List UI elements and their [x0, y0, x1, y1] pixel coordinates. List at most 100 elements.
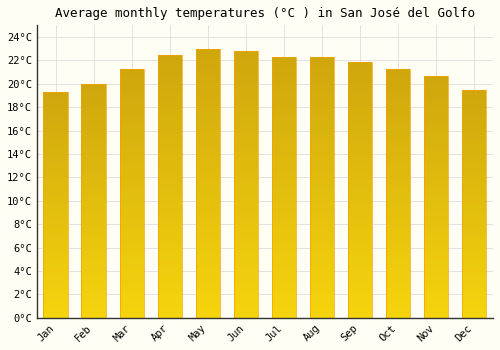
Bar [120, 228, 144, 233]
Bar [44, 246, 68, 250]
Bar [272, 99, 296, 104]
Bar [310, 83, 334, 88]
Bar [272, 219, 296, 224]
Bar [120, 178, 144, 183]
Bar [348, 123, 372, 128]
Bar [310, 297, 334, 302]
Bar [120, 158, 144, 163]
Bar [158, 186, 182, 191]
Bar [44, 223, 68, 228]
Bar [44, 164, 68, 169]
Bar [234, 83, 258, 89]
Bar [44, 187, 68, 191]
Bar [196, 178, 220, 183]
Bar [44, 92, 68, 318]
Bar [424, 124, 448, 129]
Bar [196, 119, 220, 124]
Bar [272, 250, 296, 255]
Bar [310, 229, 334, 234]
Bar [120, 243, 144, 248]
Bar [234, 51, 258, 56]
Bar [462, 195, 486, 199]
Bar [120, 173, 144, 178]
Bar [234, 67, 258, 72]
Bar [82, 112, 106, 117]
Bar [424, 119, 448, 124]
Bar [424, 110, 448, 114]
Bar [234, 238, 258, 243]
Bar [386, 218, 410, 223]
Bar [44, 191, 68, 196]
Bar [462, 99, 486, 103]
Bar [272, 193, 296, 198]
Bar [196, 70, 220, 76]
Bar [196, 65, 220, 70]
Bar [196, 146, 220, 151]
Bar [158, 223, 182, 228]
Bar [82, 219, 106, 224]
Bar [310, 281, 334, 287]
Bar [196, 189, 220, 194]
Bar [158, 139, 182, 144]
Bar [348, 164, 372, 169]
Bar [348, 62, 372, 67]
Bar [462, 103, 486, 108]
Bar [462, 226, 486, 231]
Bar [272, 62, 296, 67]
Bar [120, 124, 144, 128]
Bar [348, 159, 372, 164]
Bar [386, 193, 410, 198]
Bar [234, 211, 258, 216]
Bar [424, 85, 448, 90]
Bar [462, 277, 486, 281]
Bar [158, 286, 182, 292]
Bar [158, 128, 182, 134]
Bar [272, 245, 296, 250]
Bar [272, 271, 296, 276]
Bar [386, 198, 410, 203]
Bar [120, 283, 144, 288]
Bar [272, 239, 296, 245]
Bar [120, 293, 144, 298]
Bar [424, 144, 448, 148]
Bar [424, 80, 448, 85]
Bar [310, 260, 334, 266]
Bar [196, 275, 220, 280]
Bar [272, 88, 296, 93]
Bar [272, 187, 296, 192]
Bar [386, 313, 410, 318]
Bar [196, 286, 220, 291]
Bar [462, 121, 486, 126]
Bar [462, 309, 486, 313]
Bar [82, 304, 106, 308]
Bar [196, 194, 220, 199]
Bar [348, 277, 372, 282]
Bar [120, 233, 144, 238]
Bar [234, 99, 258, 104]
Bar [234, 51, 258, 318]
Bar [386, 238, 410, 243]
Bar [120, 248, 144, 253]
Bar [234, 291, 258, 296]
Bar [234, 126, 258, 131]
Bar [386, 69, 410, 318]
Bar [424, 134, 448, 139]
Bar [386, 118, 410, 124]
Bar [196, 124, 220, 130]
Bar [44, 309, 68, 313]
Bar [462, 117, 486, 121]
Bar [158, 244, 182, 250]
Bar [120, 198, 144, 203]
Bar [82, 145, 106, 149]
Bar [120, 89, 144, 93]
Bar [348, 261, 372, 267]
Bar [120, 108, 144, 113]
Bar [44, 291, 68, 295]
Bar [196, 92, 220, 97]
Bar [348, 220, 372, 226]
Bar [462, 245, 486, 250]
Bar [120, 183, 144, 188]
Bar [234, 265, 258, 270]
Bar [424, 308, 448, 313]
Bar [234, 216, 258, 222]
